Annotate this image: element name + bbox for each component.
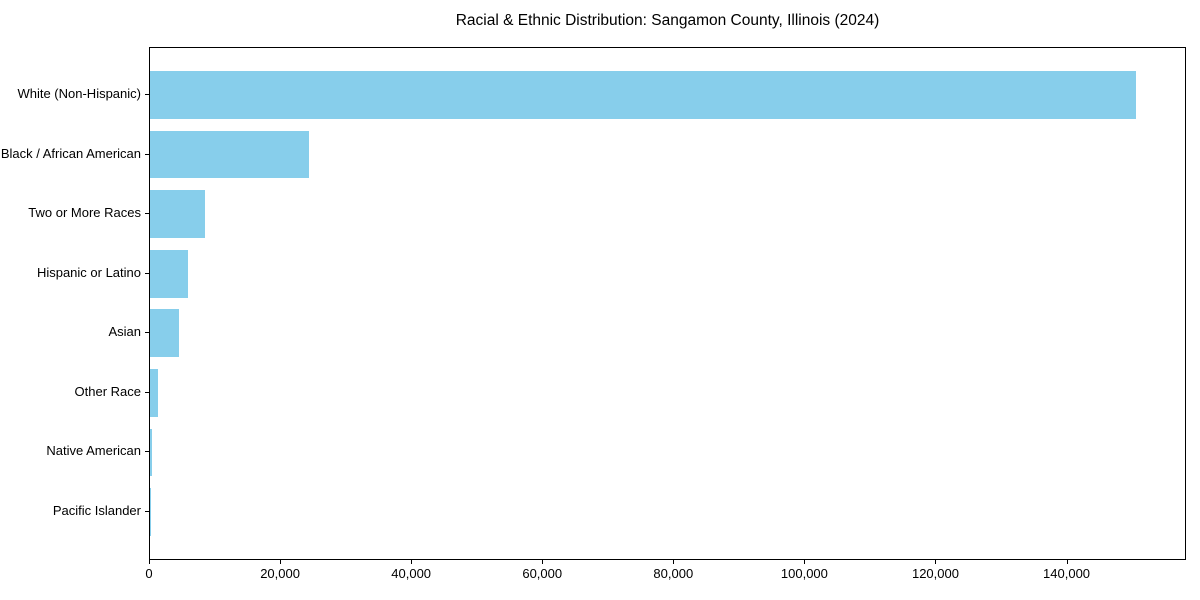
x-tick-mark [149, 560, 150, 564]
bar [150, 309, 179, 358]
bar [150, 249, 188, 298]
y-tick-label: Other Race [74, 383, 141, 399]
bar [150, 369, 158, 417]
x-tick-mark [411, 560, 412, 564]
x-tick-label: 140,000 [1043, 566, 1091, 581]
y-tick-mark [145, 332, 149, 333]
y-tick-mark [145, 94, 149, 95]
x-tick-label: 120,000 [911, 566, 959, 581]
plot-area [149, 47, 1186, 560]
bar [150, 488, 151, 536]
y-tick-label: Black / African American [0, 145, 141, 161]
y-tick-label: Two or More Races [28, 205, 141, 221]
y-tick-mark [145, 392, 149, 393]
y-tick-label: Hispanic or Latino [36, 264, 141, 280]
y-tick-label: White (Non-Hispanic) [17, 86, 141, 102]
x-tick-label: 100,000 [780, 566, 828, 581]
x-tick-label: 0 [145, 566, 153, 581]
x-tick-label: 80,000 [653, 566, 694, 581]
x-tick-mark [673, 560, 674, 564]
x-tick-mark [280, 560, 281, 564]
bar [150, 190, 206, 238]
y-tick-label: Asian [108, 324, 141, 340]
x-tick-mark [935, 560, 936, 564]
y-tick-mark [145, 154, 149, 155]
x-tick-label: 60,000 [522, 566, 563, 581]
x-tick-mark [804, 560, 805, 564]
chart-title: Racial & Ethnic Distribution: Sangamon C… [455, 12, 880, 29]
x-tick-mark [1067, 560, 1068, 564]
y-tick-mark [145, 511, 149, 512]
bar [150, 71, 1136, 119]
y-tick-label: Pacific Islander [52, 502, 141, 518]
y-tick-mark [145, 213, 149, 214]
x-tick-mark [542, 560, 543, 564]
y-tick-mark [145, 273, 149, 274]
bar [150, 130, 309, 179]
y-tick-label: Native American [46, 443, 141, 459]
x-tick-label: 40,000 [391, 566, 432, 581]
bar [150, 428, 152, 477]
y-tick-mark [145, 451, 149, 452]
x-tick-label: 20,000 [260, 566, 300, 581]
